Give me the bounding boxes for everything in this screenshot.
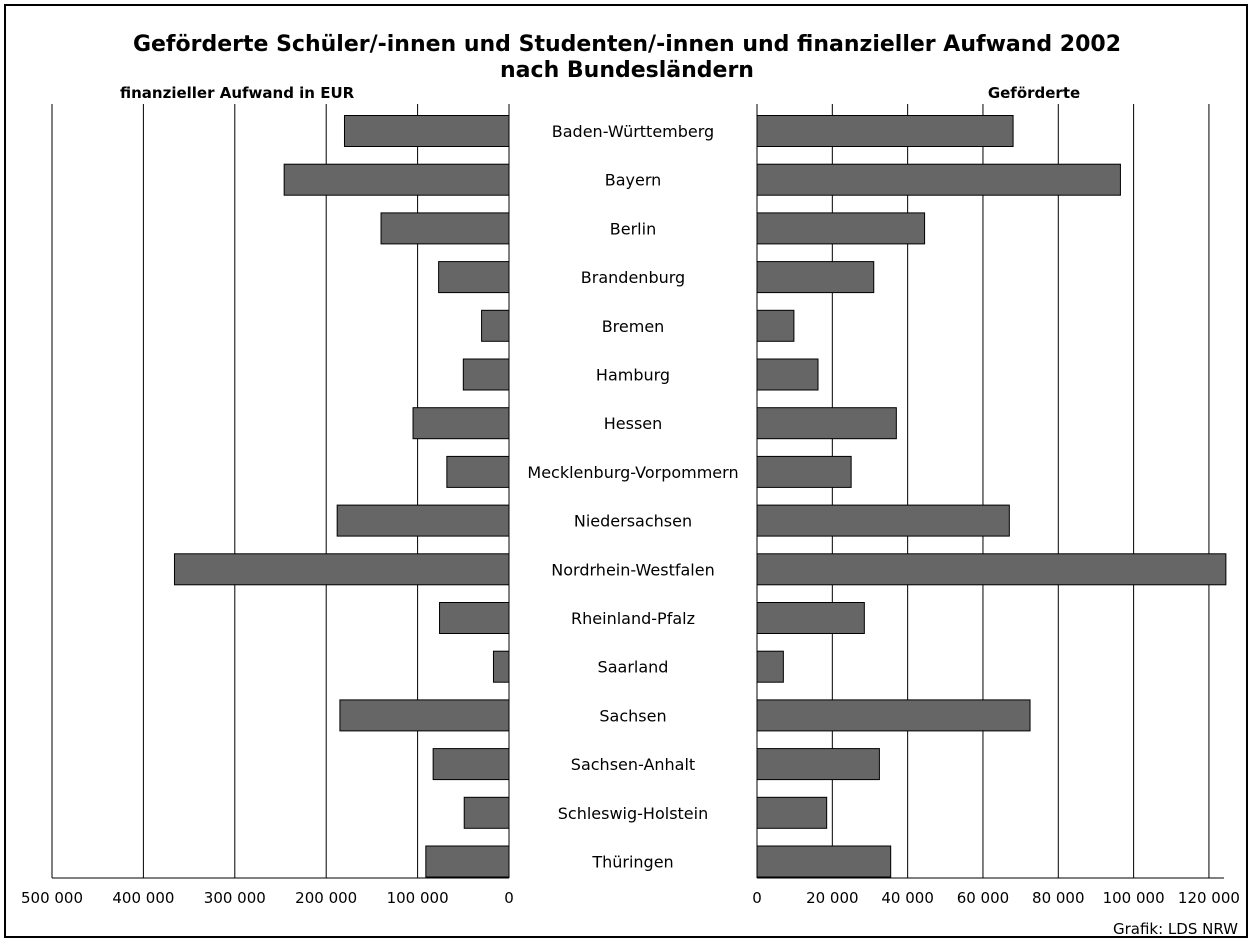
right-tick-label: 80 000 [1032,889,1085,907]
source-note: Grafik: LDS NRW [1113,920,1238,938]
right-tick-label: 0 [752,889,762,907]
category-label: Hessen [604,414,663,433]
bar-aufwand [446,455,510,488]
category-label: Baden-Württemberg [552,122,714,141]
bar-aufwand [339,699,510,732]
bar-layer [173,115,1227,878]
category-label: Rheinland-Pfalz [571,609,695,628]
bar-gefoerderte [756,358,819,391]
bar-aufwand [173,553,510,586]
tick-label-layer: 500 000 400 000 300 000 200 000 100 000 0 0 20 … [21,889,1240,907]
category-label: Nordrhein-Westfalen [551,560,714,579]
bar-gefoerderte [756,504,1010,537]
bar-gefoerderte [756,261,875,294]
category-label: Brandenburg [581,268,685,287]
chart-frame [4,4,1248,938]
category-label: Hamburg [596,366,670,385]
category-label: Niedersachsen [574,512,692,531]
bar-gefoerderte [756,699,1031,732]
left-tick-label: 100 000 [387,889,449,907]
bar-aufwand [432,748,510,781]
bar-aufwand [462,358,510,391]
category-label: Saarland [598,658,669,677]
bar-aufwand [492,650,510,683]
bar-gefoerderte [756,748,880,781]
category-label: Schleswig-Holstein [558,804,708,823]
bar-aufwand [438,261,510,294]
bar-aufwand [283,163,510,196]
bar-aufwand [481,309,510,342]
chart-title-line2: nach Bundesländern [500,58,754,83]
category-label: Mecklenburg-Vorpommern [527,463,738,482]
left-tick-label: 500 000 [21,889,83,907]
right-tick-label: 40 000 [881,889,934,907]
category-label: Bremen [602,317,665,336]
bar-aufwand [336,504,510,537]
bar-gefoerderte [756,602,865,634]
category-label: Sachsen [599,706,666,725]
bar-gefoerderte [756,845,892,878]
left-tick-label: 300 000 [204,889,266,907]
left-axis-title: finanzieller Aufwand in EUR [120,84,355,102]
bar-gefoerderte [756,309,795,342]
bar-aufwand [463,796,510,829]
right-tick-label: 60 000 [957,889,1010,907]
bar-aufwand [380,212,510,245]
bar-gefoerderte [756,163,1121,196]
bar-gefoerderte [756,115,1014,147]
left-tick-label: 400 000 [112,889,174,907]
bar-aufwand [439,602,510,634]
left-tick-label: 200 000 [295,889,357,907]
chart-title-line1: Geförderte Schüler/-innen und Studenten/… [133,32,1121,57]
bar-aufwand [412,407,510,440]
bar-aufwand [343,115,510,147]
bar-gefoerderte [756,455,852,488]
right-tick-label: 20 000 [806,889,859,907]
right-tick-label: 100 000 [1103,889,1165,907]
right-axis-title: Geförderte [988,84,1080,102]
category-label: Thüringen [591,853,673,872]
category-label: Bayern [605,171,662,190]
bar-gefoerderte [756,407,897,440]
left-tick-label: 0 [504,889,514,907]
category-label: Sachsen-Anhalt [571,755,695,774]
right-tick-label: 120 000 [1178,889,1240,907]
bar-gefoerderte [756,553,1227,586]
category-label-layer: Baden-Württemberg Bayern Berlin Brandenburg… [527,122,738,872]
bar-gefoerderte [756,650,784,683]
bar-gefoerderte [756,212,926,245]
bar-aufwand [425,845,510,878]
category-label: Berlin [610,219,656,238]
bar-gefoerderte [756,796,828,829]
